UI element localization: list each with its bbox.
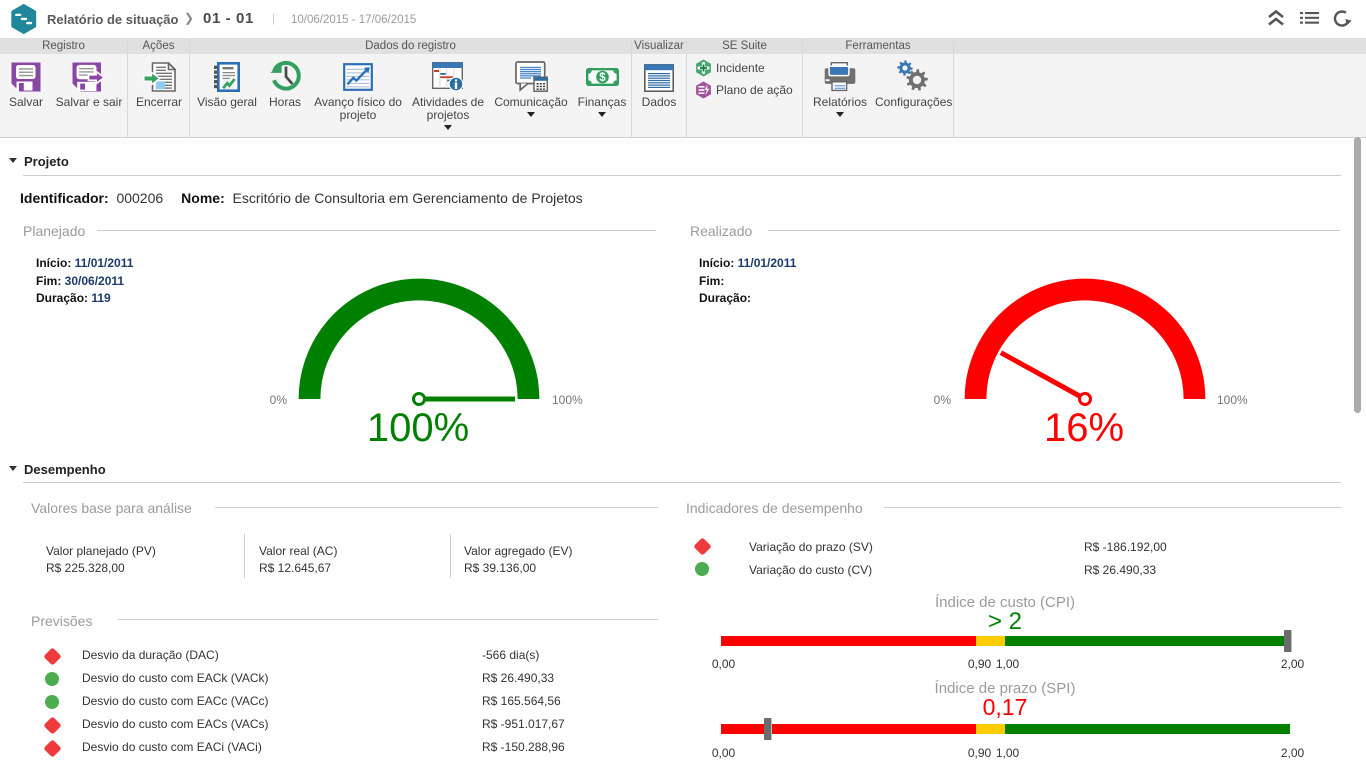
svg-text:$: $ bbox=[599, 72, 606, 84]
